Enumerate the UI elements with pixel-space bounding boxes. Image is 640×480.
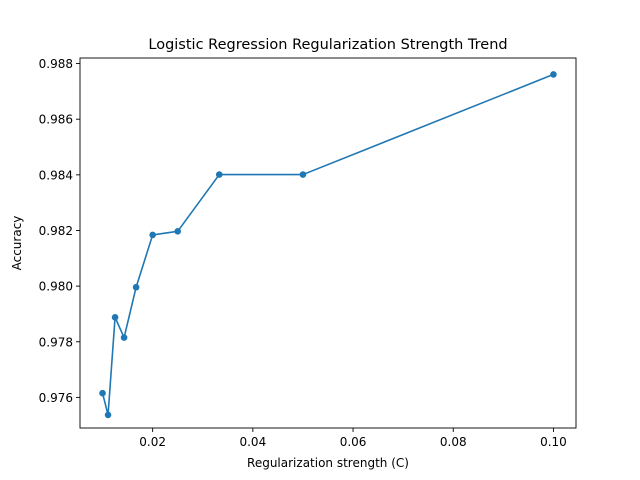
data-point [132, 283, 140, 291]
axes-frame [79, 57, 577, 429]
y-tick-label: 0.980 [39, 280, 73, 294]
x-tick-label: 0.04 [239, 435, 266, 449]
data-point [149, 231, 156, 239]
data-point [550, 71, 557, 78]
data-point [104, 411, 112, 419]
series-line [101, 73, 554, 416]
data-point [120, 334, 128, 341]
y-tick-label: 0.984 [39, 168, 73, 182]
x-axis-label: Regularization strength (C) [247, 456, 409, 470]
y-tick-label: 0.988 [39, 57, 73, 71]
data-point [111, 313, 119, 321]
data-point [174, 228, 181, 235]
x-tick-label: 0.06 [340, 435, 367, 449]
data-point [299, 171, 307, 178]
x-tick-label: 0.08 [440, 435, 467, 449]
plot-area [99, 71, 557, 419]
x-tick-label: 0.02 [139, 435, 166, 449]
y-tick-label: 0.982 [39, 224, 73, 238]
chart-title: Logistic Regression Regularization Stren… [148, 37, 507, 53]
data-point [99, 389, 106, 397]
data-point [215, 171, 223, 178]
x-tick-label: 0.10 [540, 435, 567, 449]
y-tick-label: 0.978 [39, 335, 73, 349]
y-tick-label: 0.986 [39, 113, 73, 127]
y-tick-label: 0.976 [39, 391, 73, 405]
y-axis-label: Accuracy [10, 216, 24, 271]
